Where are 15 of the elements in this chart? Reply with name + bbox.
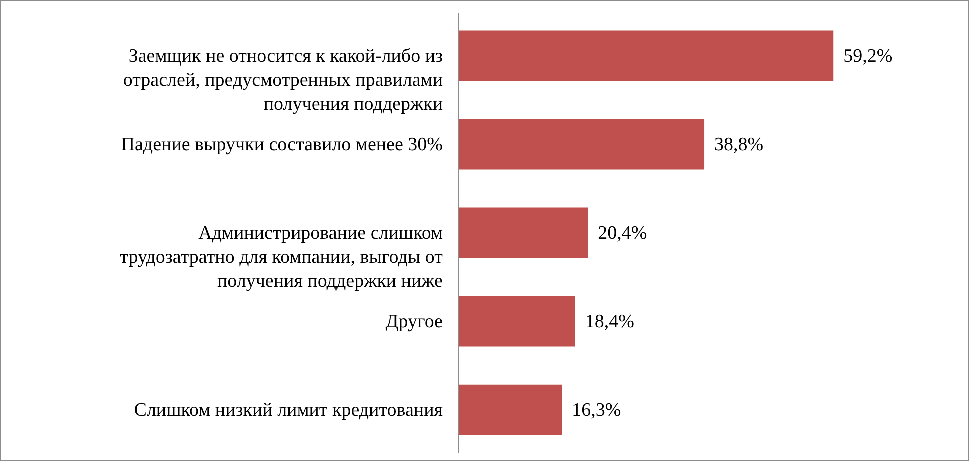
data-label: 20,4% — [598, 223, 648, 244]
data-label: 18,4% — [585, 312, 635, 333]
bar — [459, 208, 588, 258]
y-tick-label: Администрирование слишком трудозатратно для компании, выгоды от получения поддержки ниже — [120, 223, 444, 292]
y-tick-label: Заемщик не относится к какой-либо из отраслей, предусмотренных правилами получения поддержки — [123, 46, 443, 115]
bar — [459, 119, 705, 170]
bar — [459, 296, 576, 347]
bar — [459, 30, 834, 82]
bar — [459, 384, 562, 436]
y-tick-label: Другое — [386, 312, 443, 333]
y-tick-label: Слишком низкий лимит кредитования — [134, 400, 444, 422]
y-tick-label: Падение выручки составило менее 30% — [121, 134, 444, 156]
data-label: 59,2% — [844, 46, 893, 67]
data-label: 16,3% — [572, 400, 622, 422]
data-label: 38,8% — [714, 134, 764, 156]
